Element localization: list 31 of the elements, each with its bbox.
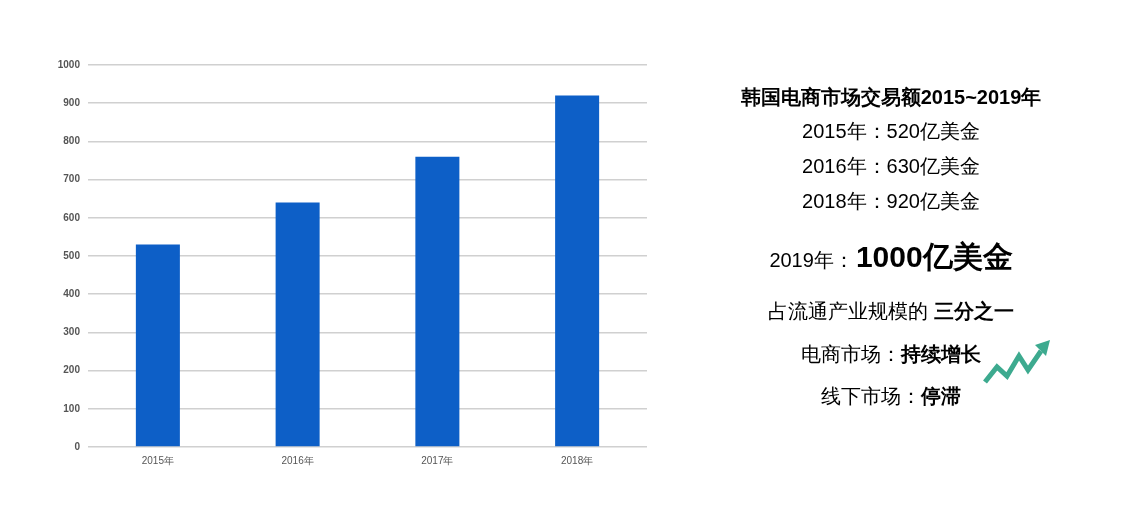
bar [415, 156, 460, 447]
text: 停滞 [921, 385, 961, 407]
text: 2016年：630亿美金 [802, 155, 980, 177]
text: 持续增长 [901, 343, 981, 365]
x-tick-label: 2018年 [561, 454, 594, 466]
x-tick-label: 2015年 [141, 454, 174, 466]
y-tick-label: 800 [63, 135, 81, 147]
x-tick-label: 2017年 [421, 454, 454, 466]
y-tick-label: 0 [74, 440, 81, 452]
bar [135, 244, 180, 447]
y-tick-label: 700 [63, 173, 81, 185]
y-tick-label: 200 [63, 364, 81, 376]
text: 2018年：920亿美金 [802, 190, 980, 212]
text: 线下市场： [821, 385, 921, 407]
y-tick-label: 300 [63, 326, 81, 338]
y-tick-label: 100 [63, 402, 81, 414]
text: 电商市场： [801, 343, 901, 365]
y-tick-label: 400 [63, 287, 81, 299]
text: 2015年：520亿美金 [802, 120, 980, 142]
text: 1000亿美金 [855, 240, 1013, 273]
x-tick-label: 2016年 [281, 454, 314, 466]
bar [275, 202, 320, 447]
y-tick-label: 600 [63, 211, 81, 223]
bar [555, 95, 600, 447]
y-tick-label: 1000 [57, 58, 81, 70]
y-tick-label: 900 [63, 96, 81, 108]
text: 韩国电商市场交易额2015~2019年 [740, 86, 1042, 108]
y-tick-label: 500 [63, 249, 81, 261]
text: 三分之一 [934, 300, 1014, 322]
text: 占流通产业规模的 [768, 300, 928, 322]
text: 2019年： [769, 249, 854, 271]
